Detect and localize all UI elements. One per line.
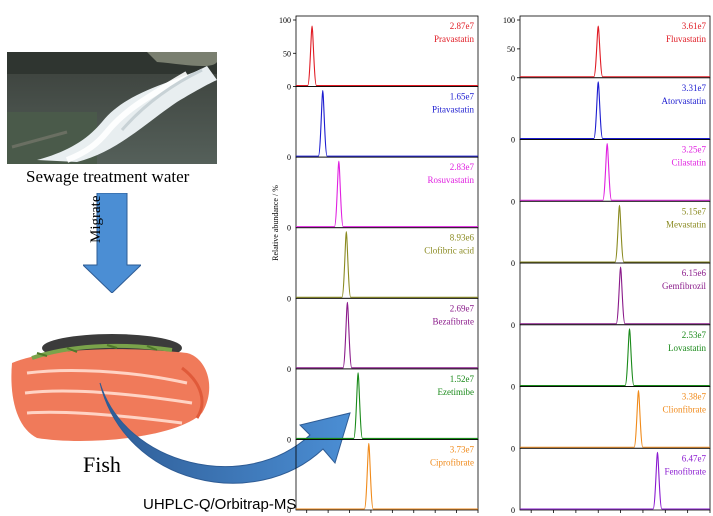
migrate-label: Migrate xyxy=(88,195,104,243)
y-axis-label: Relative abundance / % xyxy=(271,185,280,261)
compound-name-label: Clofibric acid xyxy=(424,246,474,256)
compound-name-label: Ezetimibe xyxy=(438,387,474,397)
y-tick-label: 0 xyxy=(511,136,515,145)
compound-name-label: Rosuvastatin xyxy=(428,175,475,185)
chromatogram-peak xyxy=(296,90,478,157)
y-tick-label: 100 xyxy=(503,16,515,25)
peak-intensity-label: 2.69e7 xyxy=(450,303,475,313)
compound-name-label: Lovastatin xyxy=(668,343,706,353)
chromatogram-peak xyxy=(520,451,710,510)
sewage-water-caption: Sewage treatment water xyxy=(26,167,190,186)
migrate-arrow-icon xyxy=(83,193,141,293)
peak-intensity-label: 3.38e7 xyxy=(682,392,707,402)
panel-frame xyxy=(295,439,479,511)
chromatogram-peak xyxy=(296,301,478,369)
y-tick-label: 0 xyxy=(511,383,515,392)
y-tick-label: 0 xyxy=(287,153,291,162)
y-tick-label: 0 xyxy=(511,506,515,514)
compound-name-label: Clionfibrate xyxy=(663,405,707,415)
y-tick-label: 0 xyxy=(511,321,515,330)
y-tick-label: 0 xyxy=(287,83,291,92)
chromatogram-peak xyxy=(520,328,710,387)
panel-frame xyxy=(519,447,711,511)
peak-intensity-label: 5.15e7 xyxy=(682,206,707,216)
y-tick-label: 50 xyxy=(283,49,291,58)
chromatogram-figure: 2.87e7 Pravastatin 0 50 100 1.65e7 Pitavastati… xyxy=(271,15,711,514)
y-tick-label: 100 xyxy=(279,16,291,25)
peak-intensity-label: 3.31e7 xyxy=(682,83,707,93)
chromatogram-peak xyxy=(520,25,710,78)
peak-intensity-label: 3.61e7 xyxy=(682,21,707,31)
chromatogram-peak xyxy=(520,142,710,201)
fish-caption: Fish xyxy=(83,452,121,477)
y-tick-label: 0 xyxy=(287,224,291,233)
y-tick-label: 0 xyxy=(511,74,515,83)
chromatogram-peak xyxy=(296,160,478,228)
y-tick-label: 0 xyxy=(511,259,515,268)
compound-name-label: Fenofibrate xyxy=(665,466,706,476)
compound-name-label: Pitavastatin xyxy=(432,105,474,115)
peak-intensity-label: 2.83e7 xyxy=(450,162,475,172)
sewage-water-photo xyxy=(7,52,217,164)
compound-name-label: Ciprofibrate xyxy=(430,457,474,467)
peak-intensity-label: 6.47e7 xyxy=(682,453,707,463)
chromatogram-peak xyxy=(296,372,478,439)
compound-name-label: Mevastatin xyxy=(666,219,706,229)
compound-name-label: Bezafibrate xyxy=(433,316,474,326)
chromatogram-peak xyxy=(296,231,478,298)
compound-name-label: Gemfibrozil xyxy=(662,281,706,291)
y-tick-label: 0 xyxy=(287,294,291,303)
y-tick-label: 0 xyxy=(287,506,291,514)
peak-intensity-label: 3.25e7 xyxy=(682,145,707,155)
chromatogram-peak xyxy=(520,81,710,140)
compound-name-label: Pravastatin xyxy=(434,34,474,44)
y-tick-label: 0 xyxy=(287,435,291,444)
peak-intensity-label: 8.93e6 xyxy=(450,233,475,243)
chromatogram-peak xyxy=(520,204,710,263)
method-caption: UHPLC-Q/Orbitrap-MS xyxy=(143,496,297,513)
compound-name-label: Fluvastatin xyxy=(666,34,706,44)
peak-intensity-label: 2.87e7 xyxy=(450,21,475,31)
peak-intensity-label: 3.73e7 xyxy=(450,444,475,454)
peak-intensity-label: 6.15e6 xyxy=(682,268,707,278)
chromatogram-peak xyxy=(520,389,710,448)
y-tick-label: 0 xyxy=(287,365,291,374)
peak-intensity-label: 1.52e7 xyxy=(450,374,475,384)
chromatogram-peak xyxy=(296,442,478,510)
y-tick-label: 0 xyxy=(511,444,515,453)
peak-intensity-label: 1.65e7 xyxy=(450,92,475,102)
peak-intensity-label: 2.53e7 xyxy=(682,330,707,340)
y-tick-label: 0 xyxy=(511,197,515,206)
compound-name-label: Atorvastatin xyxy=(662,96,707,106)
chromatogram-peak xyxy=(520,266,710,325)
chromatogram-peak xyxy=(296,25,478,87)
compound-name-label: Cilastatin xyxy=(672,158,707,168)
fish-fillet-photo xyxy=(7,328,222,448)
y-tick-label: 50 xyxy=(507,45,515,54)
